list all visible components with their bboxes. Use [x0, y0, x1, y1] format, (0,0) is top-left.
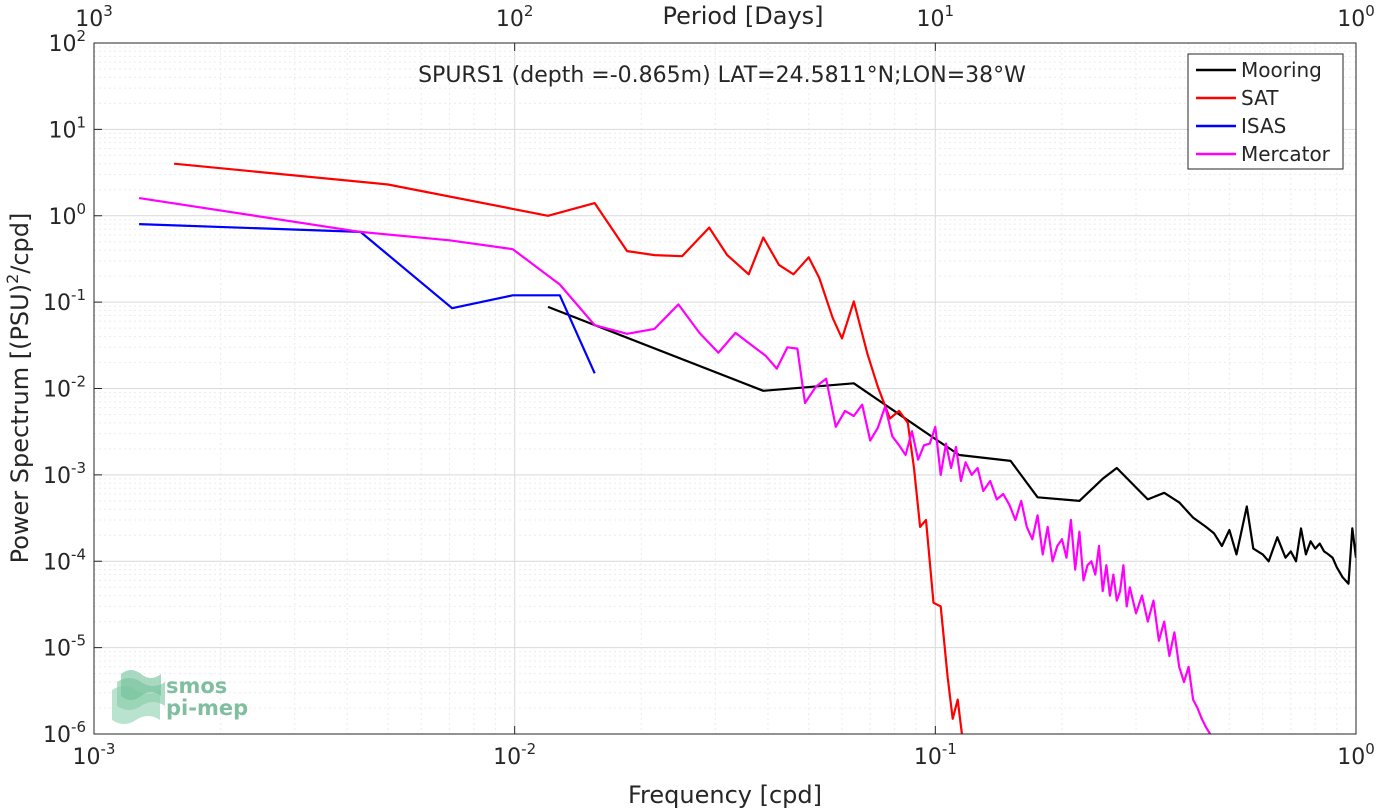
y-tick-label: 10-6: [43, 718, 86, 748]
top-tick-label-exp: 3: [103, 2, 113, 20]
legend-label-mooring: Mooring: [1241, 58, 1322, 82]
legend-label-sat: SAT: [1241, 86, 1279, 110]
y-tick-label-exp: -5: [71, 632, 86, 650]
top-tick-label-exp: 2: [524, 2, 534, 20]
y-tick-label: 101: [48, 113, 86, 143]
x-tick-label-base: 10: [1337, 745, 1365, 770]
y-tick-label: 10-2: [43, 373, 86, 403]
y-tick-label-base: 10: [43, 550, 71, 575]
y-axis-label-sup: 2: [3, 274, 22, 284]
y-tick-label-exp: -1: [71, 286, 86, 304]
top-axis-label: Period [Days]: [662, 2, 823, 30]
top-tick-label-exp: 1: [945, 2, 955, 20]
legend: Mooring SAT ISAS Mercator: [1187, 53, 1344, 170]
top-tick-label: 103: [75, 2, 113, 32]
y-tick-label-base: 10: [43, 637, 71, 662]
x-tick-label-exp: -2: [521, 740, 536, 758]
x-tick-label: 10-1: [914, 740, 957, 770]
y-tick-label-base: 10: [48, 205, 76, 230]
x-tick-label-base: 10: [73, 745, 101, 770]
y-tick-label: 10-1: [43, 286, 86, 316]
x-tick-label-exp: 0: [1365, 740, 1375, 758]
y-axis-label-tail: /cpd]: [6, 213, 34, 274]
y-tick-label-exp: -2: [71, 373, 86, 391]
watermark-line-1: smos: [166, 674, 227, 698]
x-tick-label-exp: -1: [942, 740, 957, 758]
y-tick-label-base: 10: [48, 32, 76, 57]
x-tick-label: 10-3: [73, 740, 116, 770]
legend-label-mercator: Mercator: [1241, 142, 1331, 166]
top-tick-label-base: 10: [1337, 7, 1365, 32]
y-tick-label: 100: [48, 200, 86, 230]
y-axis-label: Power Spectrum [(PSU)2/cpd]: [3, 213, 34, 564]
watermark-line-2: pi-mep: [166, 696, 248, 720]
y-tick-label: 10-3: [43, 459, 86, 489]
x-tick-label-base: 10: [493, 745, 521, 770]
y-axis-label-main: Power Spectrum [(PSU): [6, 284, 34, 563]
series-line-isas: [139, 223, 596, 374]
top-tick-label: 101: [917, 2, 955, 32]
grid: [93, 43, 1356, 735]
y-tick-label-base: 10: [43, 291, 71, 316]
top-tick-label-exp: 0: [1365, 2, 1375, 20]
y-tick-label-exp: -3: [71, 459, 86, 477]
top-tick-label: 100: [1337, 2, 1375, 32]
y-tick-label-exp: 0: [76, 200, 86, 218]
x-tick-label: 10-2: [493, 740, 536, 770]
x-tick-label-base: 10: [914, 745, 942, 770]
top-tick-label-base: 10: [75, 7, 103, 32]
legend-box: [1187, 53, 1344, 170]
wave-stack-icon: [112, 670, 165, 724]
series-line-sat: [173, 162, 964, 734]
y-tick-label-base: 10: [43, 464, 71, 489]
y-tick-label-exp: 1: [76, 113, 86, 131]
chart-title: SPURS1 (depth =-0.865m) LAT=24.5811°N;LO…: [418, 63, 1026, 88]
y-tick-label-exp: -6: [71, 718, 86, 736]
top-tick-label: 102: [496, 2, 534, 32]
x-tick-label-exp: -3: [101, 740, 116, 758]
legend-label-isas: ISAS: [1241, 114, 1286, 138]
y-tick-label-base: 10: [43, 378, 71, 403]
y-tick-label-base: 10: [48, 118, 76, 143]
series-line-mercator: [138, 197, 1212, 734]
y-tick-label-base: 10: [43, 723, 71, 748]
y-tick-label: 102: [48, 27, 86, 57]
y-tick-label-exp: -4: [71, 545, 86, 563]
x-axis-label: Frequency [cpd]: [628, 781, 822, 809]
y-tick-label: 10-5: [43, 632, 86, 662]
y-tick-label: 10-4: [43, 545, 86, 575]
x-tick-label: 100: [1337, 740, 1375, 770]
top-tick-label-base: 10: [917, 7, 945, 32]
smos-pimep-logo: smos pi-mep: [112, 670, 248, 724]
top-tick-label-base: 10: [496, 7, 524, 32]
series-line-mooring: [547, 305, 1356, 585]
y-tick-label-exp: 2: [76, 27, 86, 45]
series-group: [138, 162, 1356, 734]
